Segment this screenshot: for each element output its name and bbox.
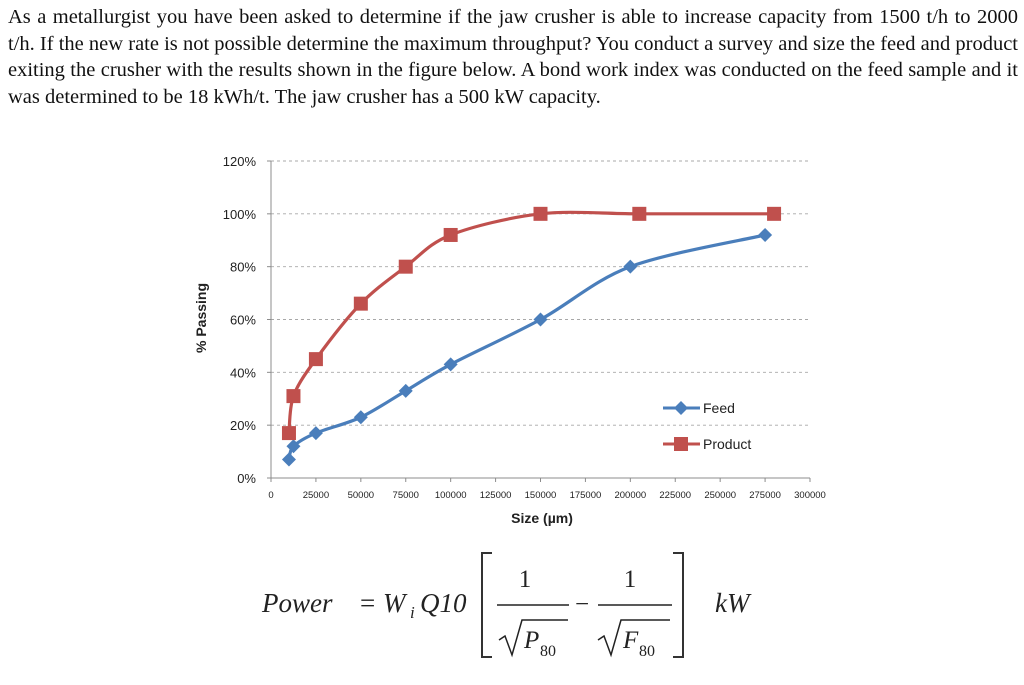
x-tick-label: 175000 [570, 490, 602, 501]
formula-equals: = [360, 588, 375, 618]
formula-numerator-2: 1 [624, 566, 637, 593]
product-legend-label: Product [703, 436, 751, 452]
formula-f-symbol: F [622, 627, 639, 654]
product-data-point [533, 206, 548, 221]
formula-sqrt-2 [597, 619, 670, 658]
formula-p-sub: 80 [540, 643, 556, 660]
y-tick-label: 20% [230, 418, 256, 433]
feed-legend-label: Feed [703, 400, 735, 416]
formula-numerator-1: 1 [519, 566, 532, 593]
x-tick-label: 250000 [704, 490, 736, 501]
feed-data-point [308, 426, 323, 441]
y-tick-label: 120% [223, 154, 257, 169]
feed-data-point [281, 452, 296, 467]
feed-data-point [623, 259, 638, 274]
formula-left-bracket [481, 552, 492, 658]
x-tick-label: 0 [268, 490, 273, 501]
feed-data-point [398, 383, 413, 398]
formula-f-sub: 80 [639, 643, 655, 660]
problem-statement: As a metallurgist you have been asked to… [8, 6, 1018, 108]
formula-unit: kW [715, 588, 752, 618]
feed-data-point [286, 439, 301, 454]
formula-p-symbol: P [523, 627, 539, 654]
formula-work-index: W [383, 588, 408, 618]
y-tick-label: 100% [223, 207, 257, 222]
x-tick-label: 275000 [749, 490, 781, 501]
x-tick-label: 225000 [659, 490, 691, 501]
product-data-point [308, 352, 323, 367]
formula-power: Power [261, 588, 333, 618]
product-legend-marker [674, 437, 688, 451]
product-data-point [398, 259, 413, 274]
x-tick-label: 150000 [525, 490, 557, 501]
product-data-point [286, 389, 301, 404]
feed-legend-marker [674, 401, 688, 415]
formula-minus: − [575, 591, 589, 618]
chart-series [281, 206, 782, 467]
x-tick-label: 300000 [794, 490, 826, 501]
x-axis-label: Size (µm) [511, 510, 573, 526]
feed-data-point [443, 357, 458, 372]
x-tick-label: 25000 [303, 490, 329, 501]
y-tick-label: 80% [230, 260, 256, 275]
y-tick-label: 0% [237, 471, 256, 486]
x-tick-label: 75000 [393, 490, 419, 501]
chart-legend: Feed Product [663, 400, 751, 452]
formula-sqrt-1 [498, 619, 568, 658]
formula-work-index-sub: i [410, 603, 415, 622]
product-data-point [353, 296, 368, 311]
x-tick-label: 125000 [480, 490, 512, 501]
x-tick-label: 200000 [614, 490, 646, 501]
product-data-point [632, 206, 647, 221]
chart-axes: 0% 20% 40% 60% 80% 100% 120% 0 25000 50000 75000 10… [223, 154, 826, 501]
formula-q10: Q10 [420, 588, 467, 618]
product-data-point [443, 227, 458, 242]
x-tick-label: 100000 [435, 490, 467, 501]
feed-data-point [758, 227, 773, 242]
y-tick-label: 60% [230, 313, 256, 328]
product-data-point [281, 426, 296, 441]
y-axis-label: % Passing [193, 283, 209, 353]
x-tick-label: 50000 [348, 490, 374, 501]
product-data-point [767, 206, 782, 221]
feed-data-point [353, 410, 368, 425]
feed-data-point [533, 312, 548, 327]
y-tick-label: 40% [230, 365, 256, 380]
formula-right-bracket [673, 552, 684, 658]
